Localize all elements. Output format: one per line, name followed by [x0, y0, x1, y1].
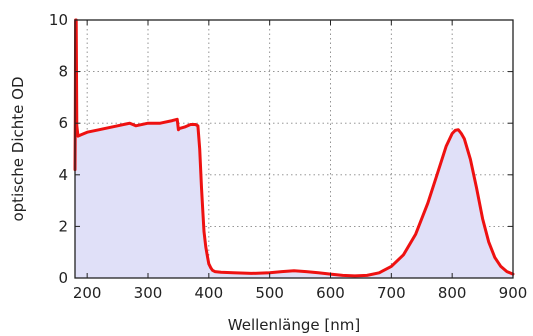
- x-axis-label: Wellenlänge [nm]: [228, 316, 360, 334]
- x-tick-label-600: 600: [316, 284, 345, 302]
- axis-ticks: [75, 19, 514, 279]
- plot-frame: [74, 19, 514, 279]
- y-tick-label-4: 4: [58, 166, 68, 184]
- x-tick-label-300: 300: [134, 284, 163, 302]
- x-tick-labels: 200 300 400 500 600 700 800 900: [73, 284, 527, 302]
- x-tick-label-400: 400: [195, 284, 224, 302]
- y-tick-label-6: 6: [58, 114, 68, 132]
- x-tick-label-700: 700: [377, 284, 406, 302]
- x-tick-label-900: 900: [499, 284, 528, 302]
- x-tick-label-200: 200: [73, 284, 102, 302]
- series-area-fill: [75, 20, 513, 278]
- y-tick-label-10: 10: [49, 11, 68, 29]
- y-tick-label-0: 0: [58, 269, 68, 287]
- y-axis-label: optische Dichte OD: [9, 76, 27, 221]
- y-tick-label-8: 8: [58, 63, 68, 81]
- y-tick-label-2: 2: [58, 217, 68, 235]
- y-tick-labels: 0 2 4 6 8 10: [49, 11, 68, 287]
- x-tick-label-500: 500: [255, 284, 284, 302]
- series-line: [73, 18, 515, 278]
- x-tick-label-800: 800: [438, 284, 467, 302]
